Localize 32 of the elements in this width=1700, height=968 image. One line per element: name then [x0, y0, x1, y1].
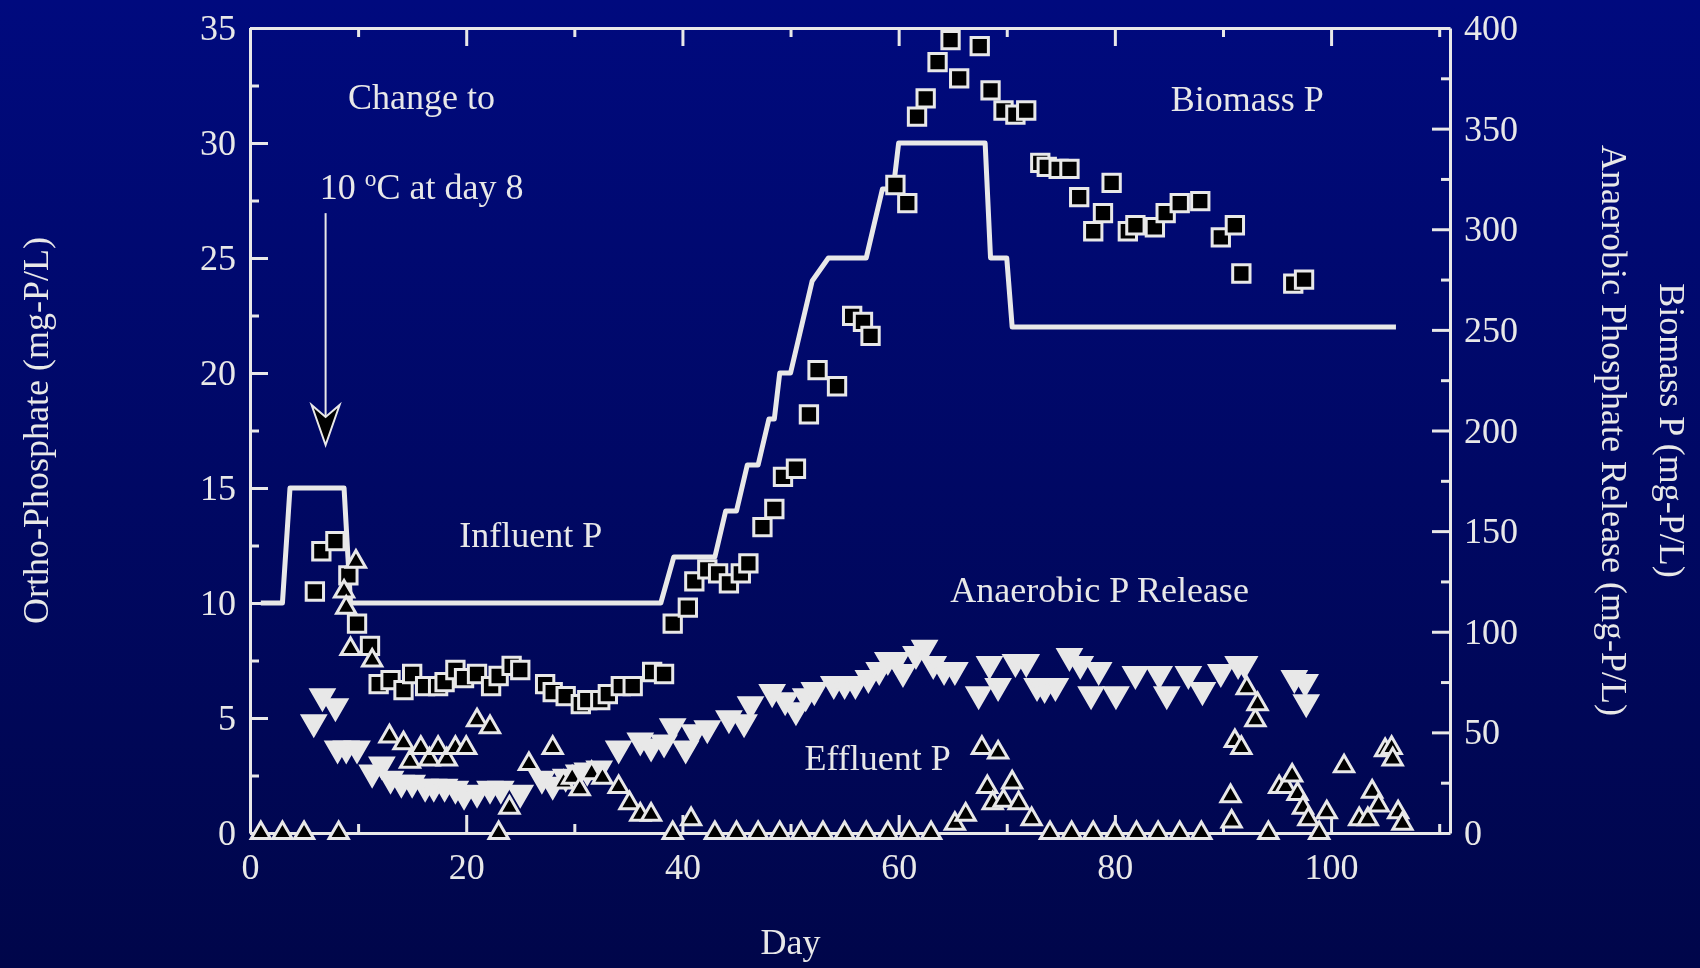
y2-tick-label: 0 — [1464, 813, 1482, 854]
y2-tick-label: 350 — [1464, 108, 1518, 149]
y2-tick-label: 150 — [1464, 511, 1518, 552]
y-tick-label: 20 — [200, 353, 236, 394]
y-tick-label: 5 — [218, 698, 236, 739]
y-axis-title: Ortho-Phosphate (mg-P/L) — [16, 237, 56, 624]
y2-tick-label: 250 — [1464, 309, 1518, 350]
y-tick-label: 15 — [200, 468, 236, 509]
y2-tick-label: 200 — [1464, 410, 1518, 451]
y2-tick-label: 300 — [1464, 209, 1518, 250]
x-axis-title: Day — [760, 922, 821, 962]
series-label: Influent P — [459, 515, 603, 556]
annotation: 10 $^{o}$C at day 8 — [319, 165, 524, 208]
text: Biomass P (mg-P/L) — [1652, 283, 1692, 578]
y-tick-label: 10 — [200, 583, 236, 624]
annotation: Change to — [348, 76, 496, 117]
series-label: Effluent P — [804, 738, 951, 779]
x-tick-label: 20 — [448, 847, 485, 888]
x-tick-label: 100 — [1304, 847, 1359, 888]
x-tick-label: 60 — [881, 847, 918, 888]
series-label: Anaerobic P Release — [950, 569, 1249, 610]
y-tick-label: 0 — [218, 813, 236, 854]
annotation: Biomass P — [1170, 78, 1324, 119]
y2-tick-label: 100 — [1464, 611, 1518, 652]
y2-tick-label: 50 — [1464, 712, 1500, 753]
text: Anaerobic Phosphate Release (mg-P/L) — [1594, 145, 1634, 716]
x-tick-label: 40 — [664, 847, 701, 888]
y-tick-label: 35 — [200, 8, 236, 49]
x-tick-label: 80 — [1097, 847, 1134, 888]
y2-tick-label: 400 — [1464, 8, 1518, 49]
y-tick-label: 30 — [200, 123, 236, 164]
y-tick-label: 25 — [200, 238, 236, 279]
